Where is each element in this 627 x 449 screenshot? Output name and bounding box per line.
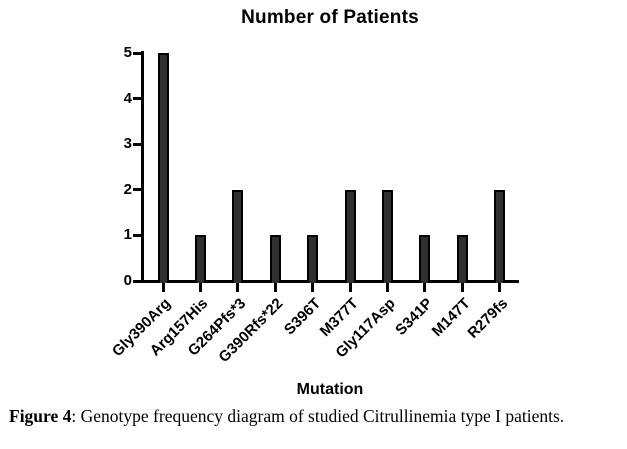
x-tick-mark: [386, 283, 390, 292]
figure-caption: Figure 4: Genotype frequency diagram of …: [9, 404, 621, 428]
y-tick-mark: [133, 97, 142, 101]
x-tick-label: S341P: [392, 295, 437, 339]
y-axis-line: [141, 51, 144, 283]
y-tick-mark: [133, 188, 142, 192]
y-tick-mark: [133, 51, 142, 55]
x-tick-mark: [460, 283, 464, 292]
y-tick-label: 5: [123, 44, 132, 61]
x-tick-mark: [273, 283, 277, 292]
figure-caption-text: : Genotype frequency diagram of studied …: [71, 406, 565, 426]
y-tick-mark: [133, 142, 142, 146]
bar: [344, 189, 356, 283]
x-tick-mark: [199, 283, 203, 292]
bar: [157, 53, 169, 283]
x-tick-label: S396T: [280, 295, 324, 339]
bar: [269, 235, 281, 283]
bar: [382, 189, 394, 283]
bar: [232, 189, 244, 283]
bar: [456, 235, 468, 283]
x-axis-title: Mutation: [296, 381, 364, 398]
y-tick-mark: [133, 279, 142, 283]
x-axis-line: [141, 280, 519, 283]
y-tick-label: 4: [123, 89, 132, 107]
bar: [195, 235, 207, 283]
x-tick-label: R279fs: [464, 295, 511, 342]
figure-caption-label: Figure 4: [9, 406, 72, 426]
bar: [307, 235, 319, 283]
x-tick-mark: [423, 283, 427, 292]
bar: [494, 189, 506, 283]
y-tick-label: 2: [123, 180, 132, 198]
x-tick-label: M147T: [428, 295, 474, 341]
x-tick-mark: [498, 283, 502, 292]
y-tick-mark: [133, 233, 142, 237]
y-tick-label: 0: [123, 272, 132, 289]
y-tick-label: 3: [123, 135, 132, 153]
bar: [419, 235, 431, 283]
x-tick-mark: [236, 283, 240, 292]
chart-title: Number of Patients: [241, 7, 419, 28]
y-tick-label: 1: [123, 226, 132, 244]
x-tick-mark: [161, 283, 165, 292]
x-tick-mark: [348, 283, 352, 292]
x-tick-mark: [311, 283, 315, 292]
